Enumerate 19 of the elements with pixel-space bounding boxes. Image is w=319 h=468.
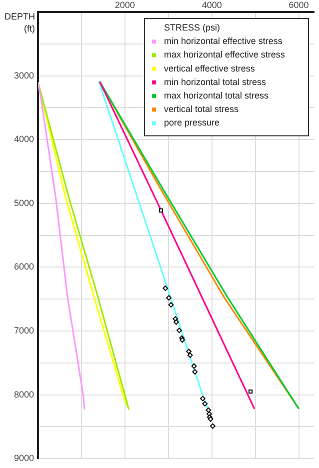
legend-label: pore pressure	[164, 118, 220, 128]
legend-label: min horizontal effective stress	[164, 36, 283, 46]
legend-label: max horizontal effective stress	[164, 50, 286, 60]
legend-title: STRESS (psi)	[164, 22, 220, 32]
x-tick-label: 6000	[288, 0, 309, 10]
legend-label: vertical effective stress	[164, 63, 256, 74]
x-tick-label: 2000	[114, 0, 135, 10]
legend-label: min horizontal total stress	[164, 76, 267, 87]
x-tick-label: 4000	[202, 0, 222, 10]
y-tick-label: 3000	[14, 70, 34, 80]
y-tick-label: 5000	[14, 198, 34, 208]
y-tick-label: 7000	[14, 325, 34, 336]
legend-label: max horizontal total stress	[164, 90, 270, 100]
y-tick-label: 6000	[14, 262, 34, 272]
y-tick-label: 8000	[14, 389, 34, 400]
legend-label: vertical total stress	[164, 104, 240, 114]
y-axis-title: DEPTH (ft)	[4, 11, 35, 34]
y-tick-label: 4000	[14, 134, 34, 144]
y-tick-label: 9000	[14, 453, 34, 464]
